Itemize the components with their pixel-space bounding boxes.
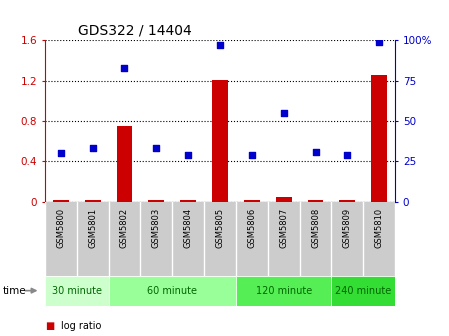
Bar: [109, 276, 236, 306]
Bar: [53, 200, 69, 202]
Bar: [236, 276, 331, 306]
Text: GSM5801: GSM5801: [88, 208, 97, 248]
Bar: [244, 200, 260, 202]
Point: [216, 42, 224, 48]
Point: [280, 110, 287, 116]
Text: log ratio: log ratio: [61, 321, 101, 331]
Text: GSM5810: GSM5810: [375, 208, 384, 248]
Bar: [117, 126, 132, 202]
Bar: [339, 200, 355, 202]
Text: 30 minute: 30 minute: [52, 286, 102, 296]
Text: GSM5806: GSM5806: [247, 208, 256, 248]
Point: [185, 152, 192, 158]
Bar: [148, 200, 164, 202]
Bar: [331, 276, 395, 306]
Point: [57, 151, 64, 156]
Text: 240 minute: 240 minute: [335, 286, 392, 296]
Point: [344, 152, 351, 158]
Text: GDS322 / 14404: GDS322 / 14404: [78, 24, 192, 38]
Text: 120 minute: 120 minute: [255, 286, 312, 296]
Point: [89, 146, 96, 151]
Text: GSM5809: GSM5809: [343, 208, 352, 248]
Text: GSM5802: GSM5802: [120, 208, 129, 248]
Bar: [212, 80, 228, 202]
Bar: [371, 75, 387, 202]
Bar: [308, 200, 323, 202]
Point: [376, 39, 383, 45]
Text: GSM5803: GSM5803: [152, 208, 161, 248]
Point: [248, 152, 255, 158]
Text: GSM5807: GSM5807: [279, 208, 288, 248]
Text: GSM5808: GSM5808: [311, 208, 320, 248]
Text: time: time: [2, 286, 26, 296]
Bar: [45, 276, 109, 306]
Text: GSM5800: GSM5800: [56, 208, 65, 248]
Text: GSM5804: GSM5804: [184, 208, 193, 248]
Text: 60 minute: 60 minute: [147, 286, 197, 296]
Bar: [85, 200, 101, 202]
Point: [121, 65, 128, 71]
Point: [312, 149, 319, 154]
Bar: [180, 200, 196, 202]
Text: GSM5805: GSM5805: [216, 208, 224, 248]
Text: ■: ■: [45, 321, 54, 331]
Point: [153, 146, 160, 151]
Bar: [276, 197, 292, 202]
